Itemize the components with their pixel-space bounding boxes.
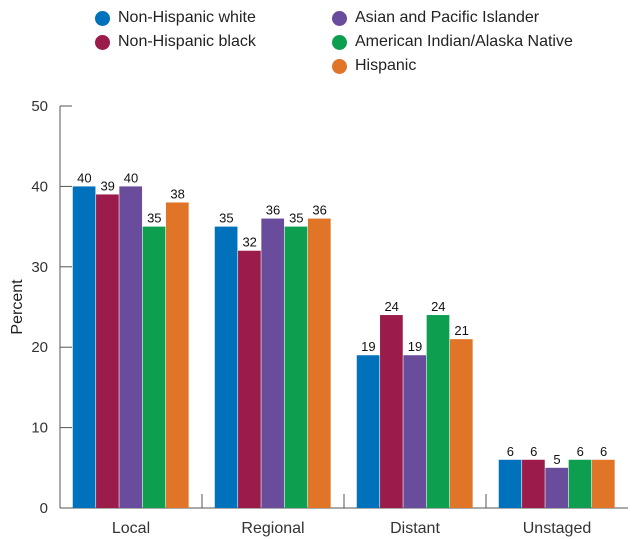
legend-item-asian-pacific-islander: Asian and Pacific Islander [332,8,539,28]
bar-value-label: 35 [289,211,303,226]
legend-item-non-hispanic-white: Non-Hispanic white [95,8,256,28]
bar-value-label: 19 [361,339,375,354]
x-category-label: Distant [390,520,440,537]
bar [545,467,569,508]
bar-value-label: 40 [77,170,91,185]
legend-label: Non-Hispanic white [118,9,256,26]
x-category-label: Regional [241,520,304,537]
bar [403,355,427,508]
bar [522,459,545,508]
bar-value-label: 24 [384,299,398,314]
bar [72,186,96,508]
bar [214,226,238,508]
legend-item-non-hispanic-black: Non-Hispanic black [95,32,256,52]
bars [72,186,615,509]
bar-value-label: 6 [530,444,537,459]
bar-value-label: 32 [242,235,256,250]
axes: 0 10 20 30 40 50 Percent Local Regional Distant Un… [9,98,628,537]
legend-swatch [332,34,347,50]
bar-value-label: 21 [454,323,468,338]
bar [568,459,592,508]
bar [356,355,380,508]
bar [284,226,308,508]
y-tick-label: 30 [31,259,48,276]
legend-label: American Indian/Alaska Native [355,33,573,50]
y-tick-label: 10 [31,420,48,437]
legend-swatch [332,58,347,74]
bar-value-label: 24 [431,299,445,314]
bar [380,315,403,508]
bar [165,202,189,509]
legend-swatch [332,10,347,26]
x-category-label: Local [112,520,150,537]
value-labels: 40 39 40 35 38 35 32 36 35 36 19 24 19 24 21 6 6 5 6 6 [77,170,607,466]
y-axis-title: Percent [9,279,26,335]
bar [498,459,522,508]
bar-value-label: 35 [147,211,161,226]
bar [119,186,143,508]
legend-item-hispanic: Hispanic [332,56,416,76]
legend-swatch [95,34,110,50]
legend-item-american-indian-alaska-native: American Indian/Alaska Native [332,32,573,52]
bar-value-label: 38 [170,186,184,201]
bar-value-label: 36 [266,203,280,218]
y-tick-label: 40 [31,178,48,195]
legend-label: Hispanic [355,57,417,74]
bar [426,315,450,508]
bar-value-label: 5 [553,452,560,467]
bar-value-label: 40 [124,170,138,185]
bar [238,250,261,508]
bar-value-label: 36 [312,203,326,218]
bar [261,218,285,508]
bar-value-label: 35 [219,211,233,226]
y-tick-label: 50 [31,98,48,115]
bar [307,218,331,508]
legend-label: Asian and Pacific Islander [355,9,540,26]
legend-label: Non-Hispanic black [118,33,256,50]
bar-value-label: 19 [408,339,422,354]
bar [142,226,166,508]
bar-value-label: 6 [577,444,584,459]
bar-value-label: 39 [100,178,114,193]
bar [449,339,473,508]
y-tick-label: 0 [40,500,48,517]
bar [591,459,615,508]
bar [96,194,119,508]
bar-value-label: 6 [600,444,607,459]
bar-value-label: 6 [507,444,514,459]
y-tick-label: 20 [31,339,48,356]
legend-swatch [95,10,110,26]
x-category-label: Unstaged [523,520,592,537]
